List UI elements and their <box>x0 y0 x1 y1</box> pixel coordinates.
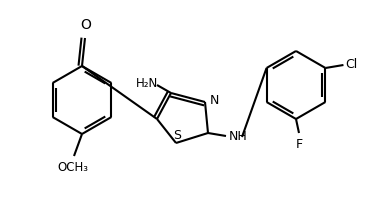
Text: S: S <box>173 129 181 142</box>
Text: F: F <box>295 138 303 151</box>
Text: N: N <box>210 95 219 108</box>
Text: OCH₃: OCH₃ <box>58 161 89 174</box>
Text: NH: NH <box>229 131 248 143</box>
Text: H₂N: H₂N <box>136 77 158 90</box>
Text: O: O <box>81 18 91 32</box>
Text: Cl: Cl <box>345 58 358 72</box>
